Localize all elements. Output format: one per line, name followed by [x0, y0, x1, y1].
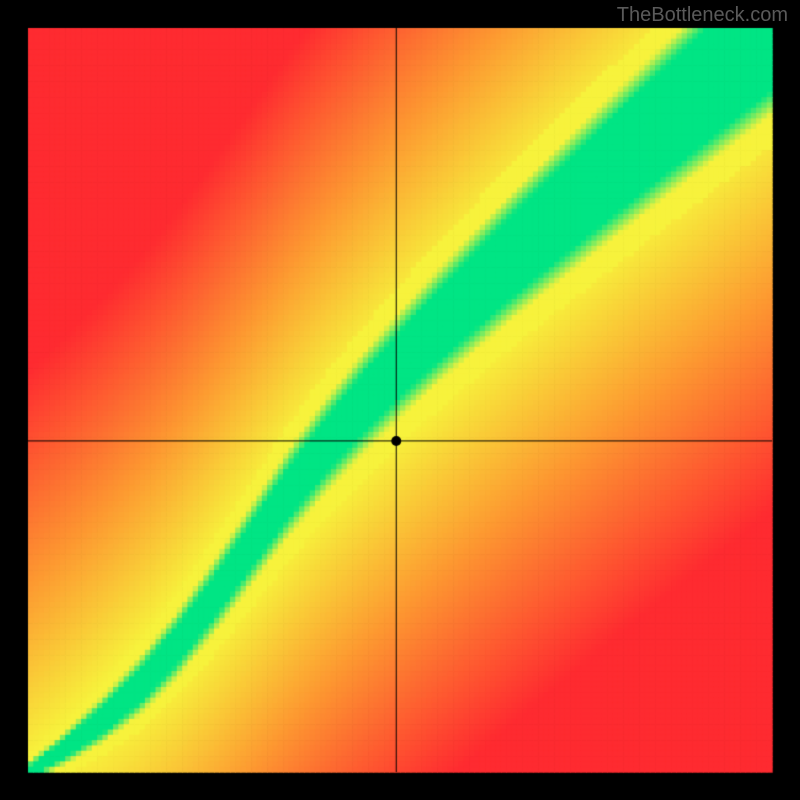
watermark-text: TheBottleneck.com [617, 4, 788, 27]
chart-container: TheBottleneck.com [0, 0, 800, 800]
heatmap-canvas [0, 0, 800, 800]
